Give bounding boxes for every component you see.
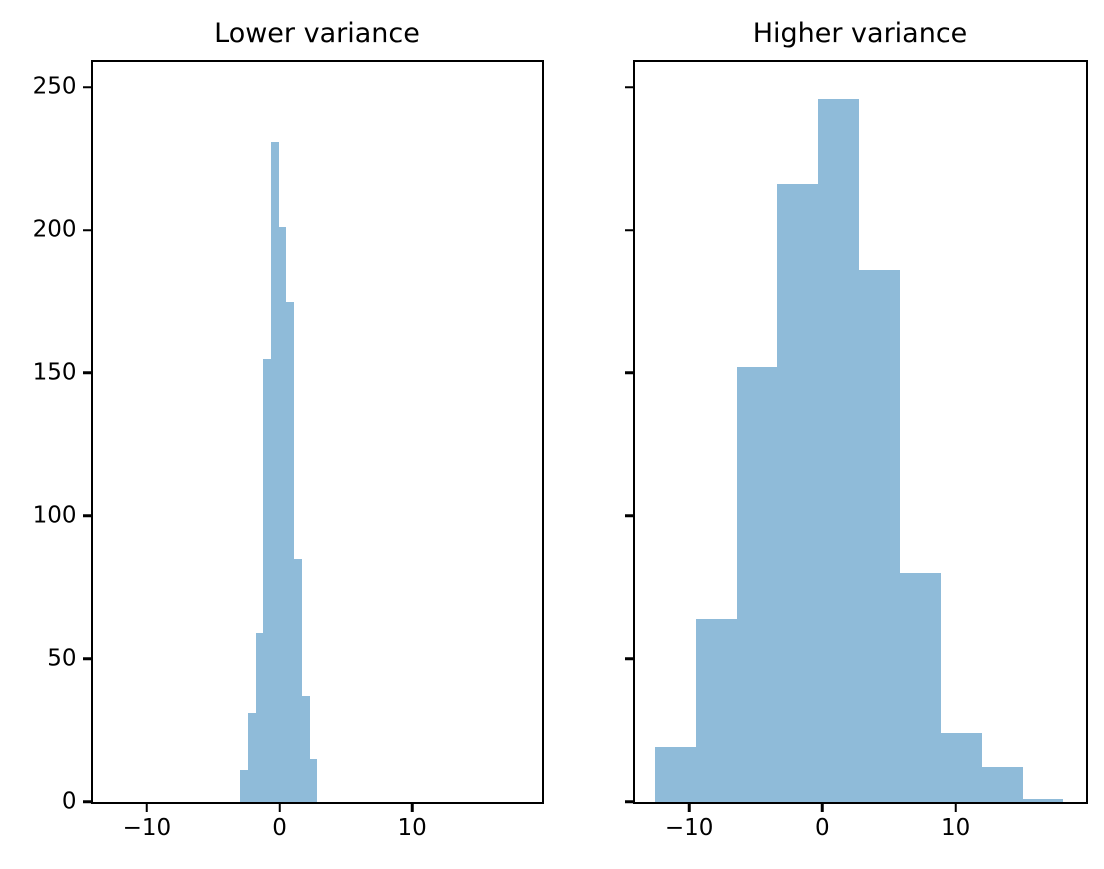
x-tick-mark [410,801,414,812]
x-tick-mark [687,801,691,812]
histogram-bar [899,572,941,802]
plot-title-lower-variance: Lower variance [214,17,420,49]
x-tick-label: −10 [122,814,172,841]
y-tick-label: 50 [47,645,77,672]
y-tick-mark [82,800,93,803]
histogram-bar [818,98,860,802]
histogram-bar [1022,798,1064,802]
x-tick-label: 0 [272,814,287,841]
x-tick-label: −10 [664,814,714,841]
histogram-bar [286,301,295,802]
x-tick-mark [145,801,149,812]
y-tick-mark [82,514,93,518]
y-tick-label: 200 [32,216,77,243]
histogram-bar [278,227,287,802]
y-tick-mark [624,657,635,660]
y-tick-mark [624,85,635,89]
y-tick-mark [82,85,93,89]
histogram-bar [263,358,272,802]
y-tick-mark [624,514,635,518]
x-tick-mark [821,801,824,812]
histogram-bar [309,758,318,802]
y-tick-mark [624,371,635,375]
histogram-bar [294,558,302,802]
histogram-bar [301,695,310,802]
histogram-bar [248,712,256,802]
subplot-higher-variance: Higher variance −10 0 10 [624,19,1088,839]
y-tick-mark [624,228,635,232]
plot-title-higher-variance: Higher variance [752,17,968,49]
y-tick-label: 0 [61,788,77,814]
y-tick-mark [82,657,93,660]
histogram-bar [240,770,249,802]
histogram-bar [777,184,819,802]
histogram-bar [695,618,737,802]
histogram-bar [255,632,264,802]
histogram-bar [736,367,778,802]
histogram-bar [940,732,982,802]
x-tick-label: 10 [940,814,971,841]
y-tick-label: 100 [32,502,77,529]
y-tick-label: 150 [32,359,77,386]
histogram-bar [981,767,1023,802]
histogram-bar [654,747,696,802]
subplot-lower-variance: Lower variance −10 0 10 0 50 100 150 200 250 [33,19,544,839]
histogram-bar [859,270,900,802]
y-tick-mark [82,371,93,375]
x-tick-label: 10 [397,814,427,841]
y-tick-mark [624,800,635,803]
x-tick-mark [954,801,957,812]
y-tick-label: 250 [32,73,77,100]
y-tick-mark [82,228,93,232]
histogram-bar [271,141,279,802]
x-tick-label: 0 [815,814,830,841]
x-tick-mark [278,801,281,812]
